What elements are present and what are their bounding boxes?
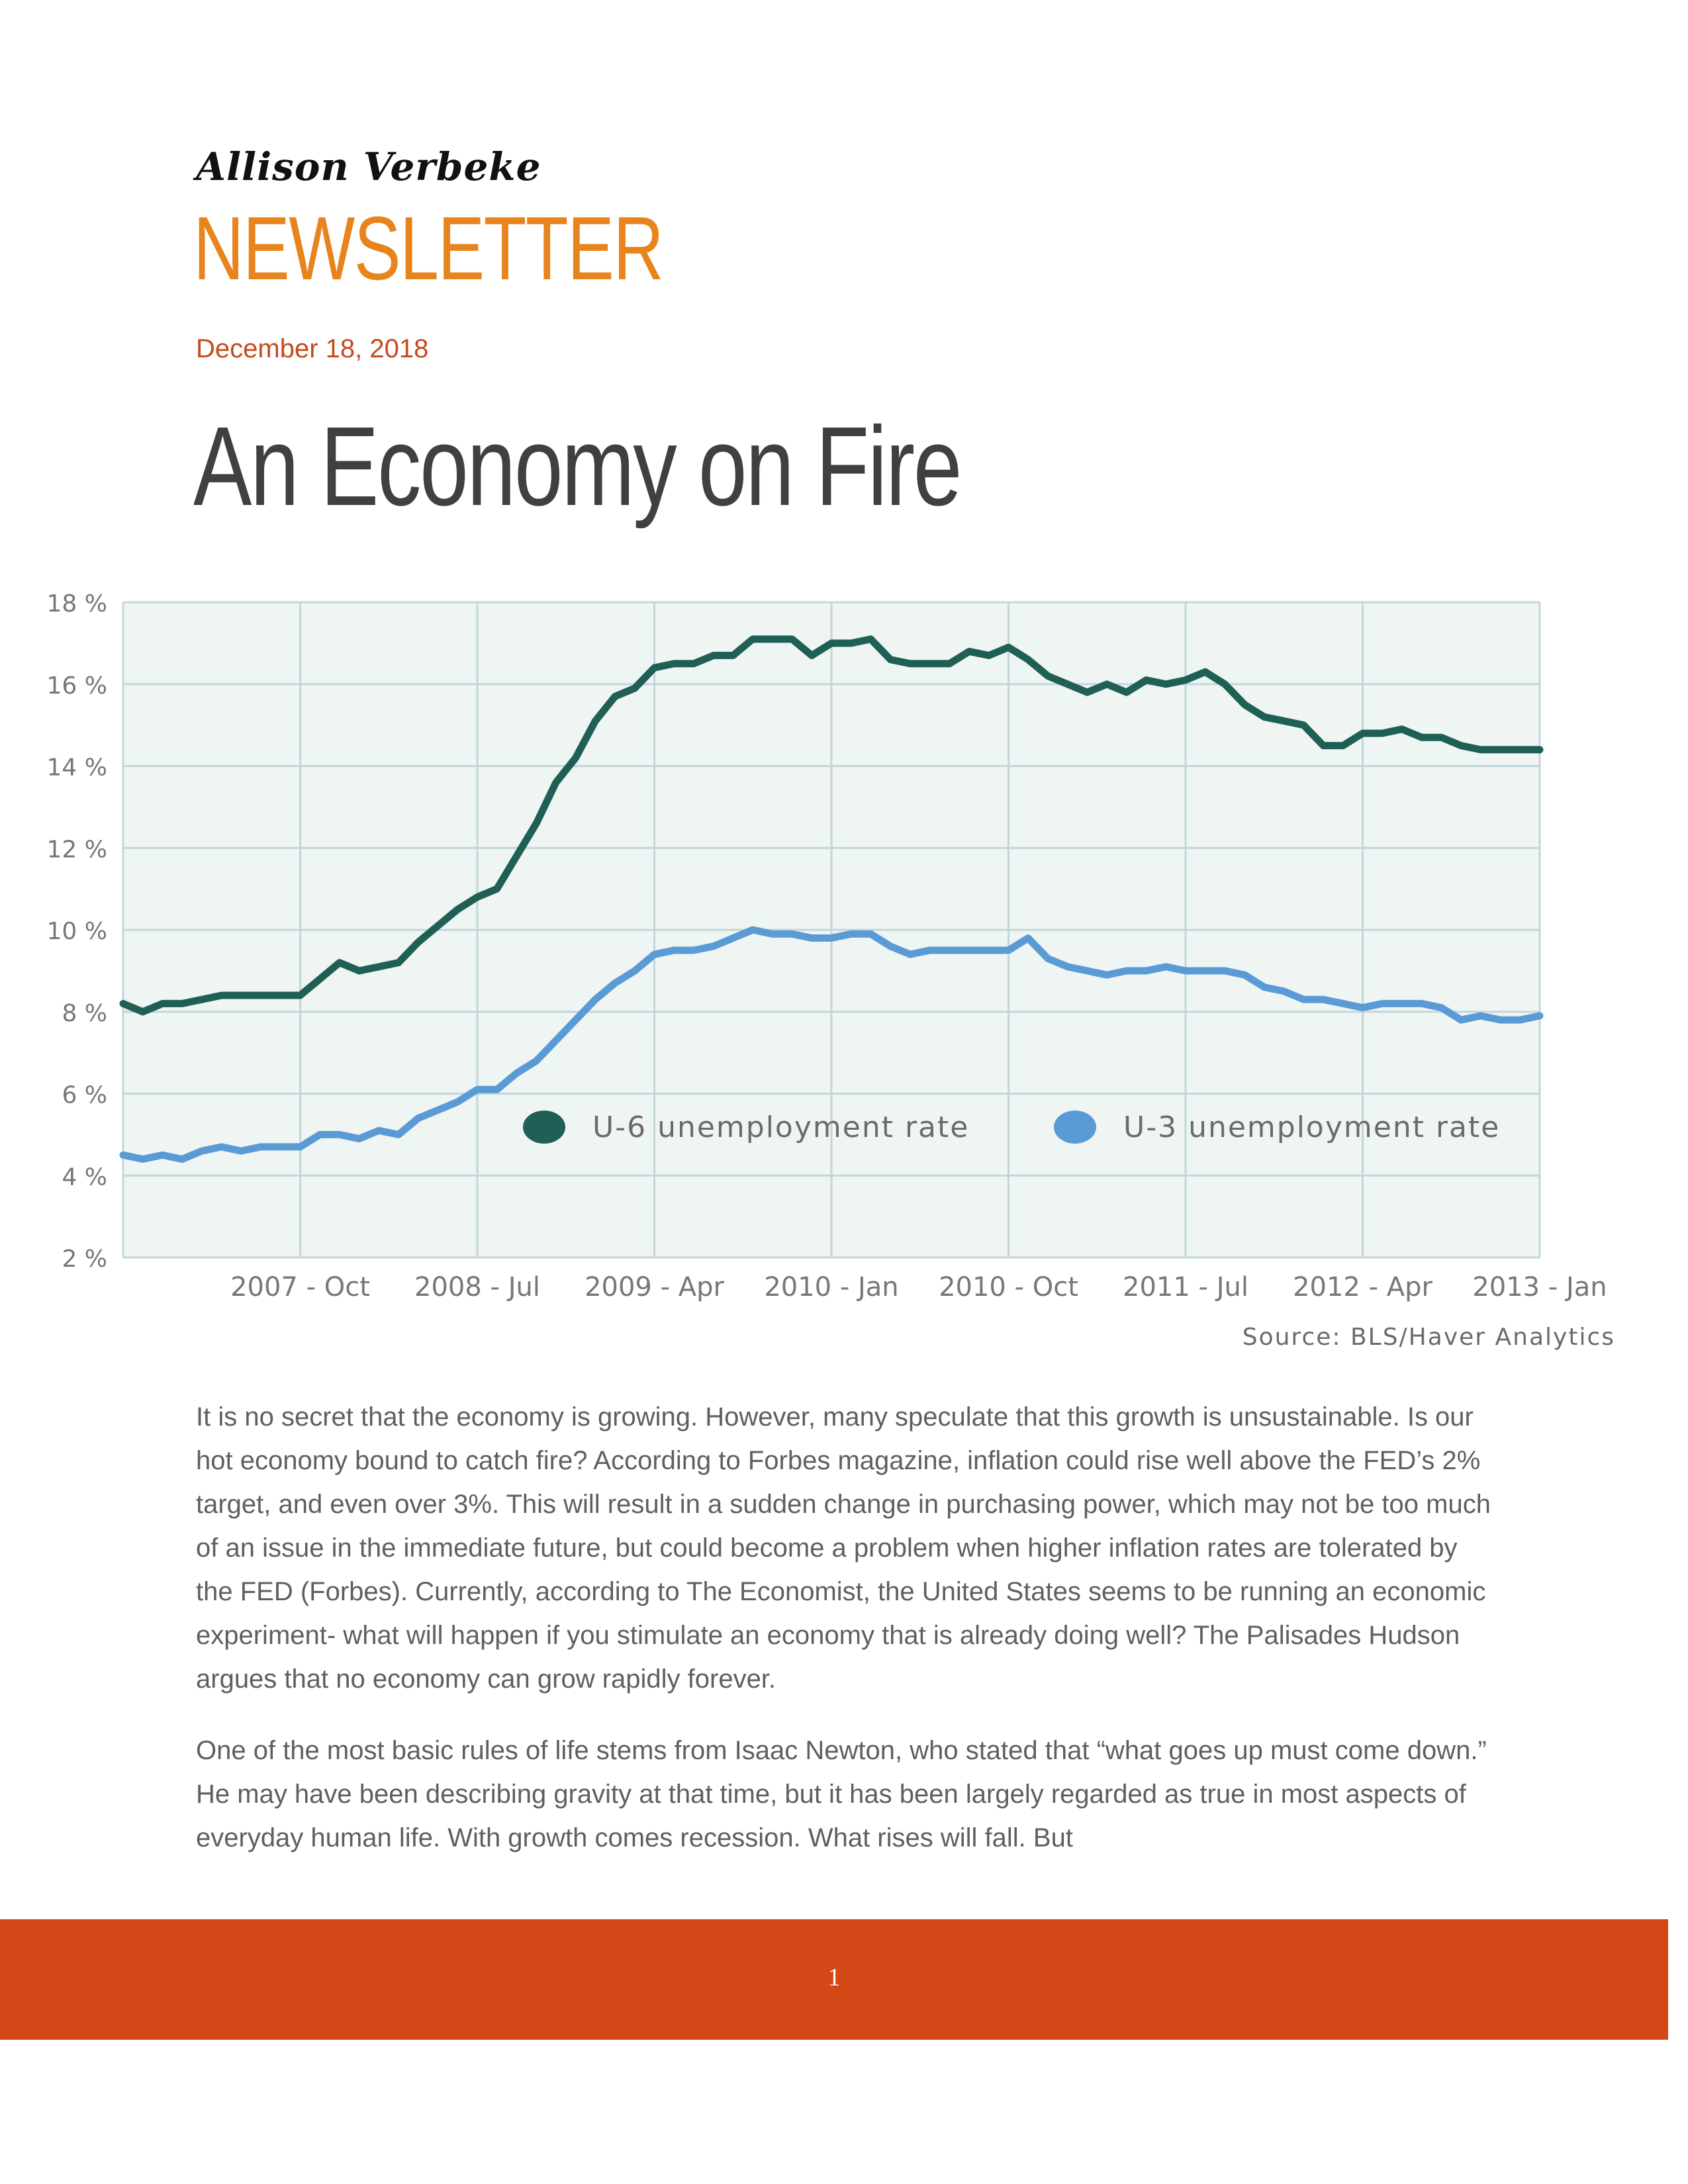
- x-tick-label: 2012 - Apr: [1293, 1272, 1432, 1302]
- series-line-u6: [119, 635, 1544, 1016]
- newsletter-masthead: NEWSLETTER: [193, 198, 664, 298]
- legend-swatch-u6: [523, 1111, 565, 1144]
- footer-bar: 1: [0, 1919, 1668, 2040]
- publication-date: December 18, 2018: [196, 334, 429, 363]
- legend-label-u3: U-3 unemployment rate: [1123, 1111, 1500, 1144]
- article-title: An Economy on Fire: [193, 404, 962, 529]
- page-number: 1: [827, 1964, 841, 1991]
- author-signature: Allison Verbeke: [196, 144, 541, 189]
- chart-svg: 2 % 4 % 6 % 8 % 10 % 12 % 14 % 16 % 18 % 2007 - …: [47, 590, 1615, 1351]
- y-tick-label: 4 %: [62, 1163, 107, 1191]
- x-axis-ticks: 2007 - Oct 2008 - Jul 2009 - Apr 2010 - Jan…: [230, 1272, 1607, 1302]
- y-axis-ticks: 2 % 4 % 6 % 8 % 10 % 12 % 14 % 16 % 18 %: [47, 590, 107, 1273]
- y-tick-label: 2 %: [62, 1246, 107, 1273]
- chart-source: Source: BLS/Haver Analytics: [1243, 1324, 1615, 1351]
- x-tick-label: 2011 - Jul: [1123, 1272, 1248, 1302]
- x-tick-label: 2007 - Oct: [230, 1272, 370, 1302]
- x-tick-label: 2009 - Apr: [585, 1272, 724, 1302]
- unemployment-chart: 2 % 4 % 6 % 8 % 10 % 12 % 14 % 16 % 18 % 2007 - …: [20, 582, 1648, 1377]
- chart-series: [119, 635, 1544, 1163]
- y-tick-label: 14 %: [47, 754, 107, 782]
- chart-grid: [122, 601, 1541, 1259]
- chart-legend: U-6 unemployment rate U-3 unemployment r…: [523, 1111, 1500, 1144]
- series-line-u3: [119, 926, 1544, 1163]
- y-tick-label: 16 %: [47, 672, 107, 700]
- x-tick-label: 2013 - Jan: [1472, 1272, 1607, 1302]
- article-paragraph: One of the most basic rules of life stem…: [196, 1736, 1487, 1852]
- legend-swatch-u3: [1054, 1111, 1096, 1144]
- y-tick-label: 10 %: [47, 918, 107, 945]
- y-tick-label: 18 %: [47, 590, 107, 617]
- x-tick-label: 2010 - Jan: [764, 1272, 898, 1302]
- x-tick-label: 2008 - Jul: [414, 1272, 540, 1302]
- article-body: It is no secret that the economy is grow…: [196, 1395, 1493, 1888]
- article-paragraph: It is no secret that the economy is grow…: [196, 1402, 1491, 1694]
- x-tick-label: 2010 - Oct: [939, 1272, 1078, 1302]
- y-tick-label: 12 %: [47, 836, 107, 863]
- legend-label-u6: U-6 unemployment rate: [592, 1111, 969, 1144]
- y-tick-label: 6 %: [62, 1082, 107, 1109]
- y-tick-label: 8 %: [62, 1000, 107, 1027]
